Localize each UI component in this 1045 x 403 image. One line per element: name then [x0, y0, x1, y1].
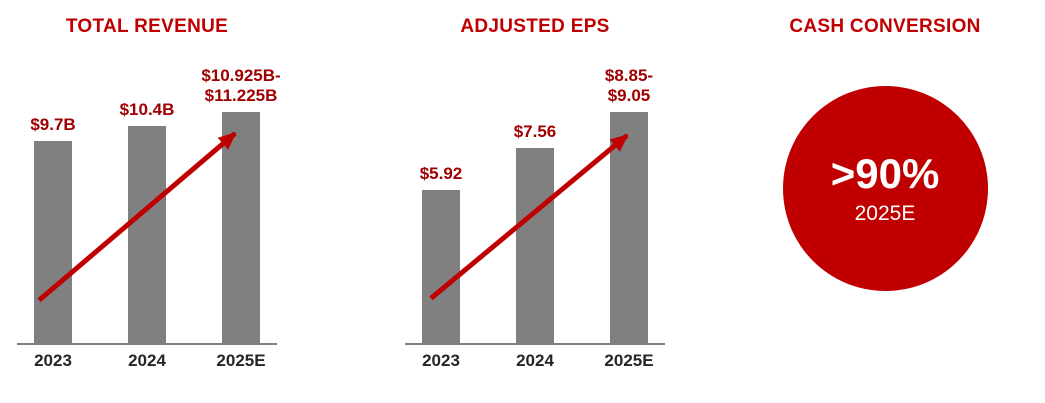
revenue-x-axis-labels: 2023 2024 2025E: [17, 351, 277, 371]
bar-2024: [516, 148, 554, 343]
panel-total-revenue: TOTAL REVENUE $9.7B $10.4B $10.925B- $11.2…: [12, 12, 282, 371]
bar-column-2024: $10.4B: [115, 100, 179, 343]
bar-column-2023: $9.7B: [21, 115, 85, 343]
chart-title-adjusted-eps: ADJUSTED EPS: [460, 16, 610, 37]
revenue-bar-chart: $9.7B $10.4B $10.925B- $11.225B: [17, 50, 281, 345]
panel-cash-conversion: CASH CONVERSION >90% 2025E: [750, 12, 1020, 291]
x-axis-label-2025E: 2025E: [216, 351, 266, 370]
bar-column-2024: $7.56: [503, 122, 567, 343]
x-axis-label-2023: 2023: [34, 351, 72, 370]
x-axis-label-2025E: 2025E: [604, 351, 654, 370]
bar-value-label-2023: $5.92: [419, 163, 463, 183]
bar-2025E: [222, 112, 260, 343]
eps-bar-chart: $5.92 $7.56 $8.85- $9.05: [405, 50, 665, 345]
bar-2023: [34, 141, 72, 343]
eps-bars: $5.92 $7.56 $8.85- $9.05: [405, 50, 665, 343]
chart-title-total-revenue: TOTAL REVENUE: [65, 16, 229, 37]
bar-2025E: [610, 112, 648, 343]
eps-x-axis-labels: 2023 2024 2025E: [405, 351, 665, 371]
x-axis-label-2023: 2023: [422, 351, 460, 370]
bar-column-2023: $5.92: [409, 164, 473, 343]
bar-value-label-2024: $7.56: [513, 121, 557, 141]
kpi-sublabel: 2025E: [854, 201, 916, 225]
chart-title-cash-conversion: CASH CONVERSION: [789, 16, 981, 37]
bar-2024: [128, 126, 166, 343]
panel-adjusted-eps: ADJUSTED EPS $5.92 $7.56 $8.85- $9.05 2023…: [400, 12, 670, 371]
kpi-value: >90%: [830, 150, 940, 198]
revenue-bars: $9.7B $10.4B $10.925B- $11.225B: [17, 50, 281, 343]
cash-conversion-circle: >90% 2025E: [782, 86, 988, 291]
bar-column-2025E: $10.925B- $11.225B: [201, 66, 281, 343]
x-axis-label-2024: 2024: [128, 351, 166, 370]
bar-value-label-2023: $9.7B: [30, 114, 76, 134]
bar-column-2025E: $8.85- $9.05: [597, 66, 661, 343]
bar-value-label-2025E: $8.85- $9.05: [604, 65, 654, 105]
bar-value-label-2025E: $10.925B- $11.225B: [201, 65, 281, 105]
bar-2023: [422, 190, 460, 343]
bar-value-label-2024: $10.4B: [119, 99, 175, 119]
x-axis-label-2024: 2024: [516, 351, 554, 370]
